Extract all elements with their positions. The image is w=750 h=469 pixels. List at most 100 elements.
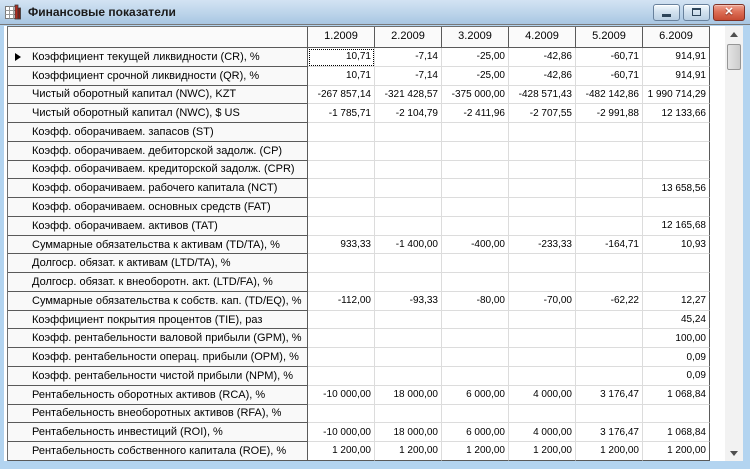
value-cell[interactable]: -62,22 xyxy=(576,291,643,311)
value-cell[interactable]: -42,86 xyxy=(509,48,576,67)
row-label[interactable]: Коэфф. оборачиваем. рабочего капитала (N… xyxy=(8,179,308,199)
row-label[interactable]: Рентабельность собственного капитала (RO… xyxy=(8,442,308,461)
row-label[interactable]: Коэфф. рентабельности валовой прибыли (G… xyxy=(8,329,308,349)
value-cell[interactable]: 0,09 xyxy=(643,367,710,386)
value-cell[interactable] xyxy=(509,310,576,330)
value-cell[interactable] xyxy=(509,160,576,180)
value-cell[interactable] xyxy=(308,329,375,349)
value-cell[interactable] xyxy=(643,160,710,180)
value-cell[interactable] xyxy=(576,254,643,274)
value-cell[interactable] xyxy=(375,367,442,386)
titlebar[interactable]: Финансовые показатели ✕ xyxy=(0,0,750,25)
value-cell[interactable] xyxy=(509,198,576,217)
value-cell[interactable] xyxy=(576,179,643,199)
value-cell[interactable] xyxy=(576,310,643,330)
value-cell[interactable]: -10 000,00 xyxy=(308,385,375,405)
value-cell[interactable] xyxy=(509,179,576,199)
value-cell[interactable]: -1 400,00 xyxy=(375,235,442,255)
value-cell[interactable]: -25,00 xyxy=(442,48,509,67)
value-cell[interactable]: 10,93 xyxy=(643,235,710,255)
row-label[interactable]: Коэффициент текущей ликвидности (CR), % xyxy=(8,48,308,67)
value-cell[interactable]: -1 785,71 xyxy=(308,104,375,124)
column-header[interactable]: 5.2009 xyxy=(576,27,643,48)
value-cell[interactable] xyxy=(308,273,375,292)
value-cell[interactable]: -42,86 xyxy=(509,66,576,86)
value-cell[interactable] xyxy=(308,404,375,424)
value-cell[interactable]: -233,33 xyxy=(509,235,576,255)
row-label[interactable]: Коэффициент покрытия процентов (TIE), ра… xyxy=(8,310,308,330)
value-cell[interactable]: 100,00 xyxy=(643,329,710,349)
value-cell[interactable] xyxy=(509,329,576,349)
value-cell[interactable] xyxy=(442,404,509,424)
value-cell[interactable] xyxy=(509,141,576,161)
row-label[interactable]: Долгоср. обязат. к внеоборотн. акт. (LTD… xyxy=(8,273,308,292)
value-cell[interactable]: 12 165,68 xyxy=(643,216,710,236)
row-label[interactable]: Коэфф. рентабельности чистой прибыли (NP… xyxy=(8,367,308,386)
value-cell[interactable] xyxy=(643,404,710,424)
row-label[interactable]: Суммарные обязательства к активам (TD/TA… xyxy=(8,235,308,255)
row-label[interactable]: Коэфф. оборачиваем. основных средств (FA… xyxy=(8,198,308,217)
value-cell[interactable]: -2 411,96 xyxy=(442,104,509,124)
value-cell[interactable]: 10,71 xyxy=(308,48,375,67)
value-cell[interactable]: -2 707,55 xyxy=(509,104,576,124)
value-cell[interactable]: 914,91 xyxy=(643,48,710,67)
row-label[interactable]: Чистый оборотный капитал (NWC), KZT xyxy=(8,85,308,105)
column-header[interactable]: 2.2009 xyxy=(375,27,442,48)
value-cell[interactable]: -267 857,14 xyxy=(308,85,375,105)
value-cell[interactable]: -70,00 xyxy=(509,291,576,311)
value-cell[interactable] xyxy=(442,141,509,161)
scrollbar-thumb[interactable] xyxy=(727,44,741,70)
value-cell[interactable] xyxy=(375,160,442,180)
value-cell[interactable] xyxy=(576,198,643,217)
value-cell[interactable]: -2 104,79 xyxy=(375,104,442,124)
value-cell[interactable] xyxy=(442,273,509,292)
value-cell[interactable] xyxy=(375,141,442,161)
column-header[interactable]: 1.2009 xyxy=(308,27,375,48)
value-cell[interactable]: -93,33 xyxy=(375,291,442,311)
value-cell[interactable] xyxy=(308,367,375,386)
value-cell[interactable] xyxy=(375,348,442,368)
value-cell[interactable]: -25,00 xyxy=(442,66,509,86)
row-label[interactable]: Коэфф. оборачиваем. запасов (ST) xyxy=(8,123,308,142)
row-label[interactable]: Коэфф. оборачиваем. активов (TAT) xyxy=(8,216,308,236)
value-cell[interactable]: 12 133,66 xyxy=(643,104,710,124)
value-cell[interactable]: 0,09 xyxy=(643,348,710,368)
value-cell[interactable] xyxy=(308,310,375,330)
value-cell[interactable]: -60,71 xyxy=(576,48,643,67)
row-label[interactable]: Чистый оборотный капитал (NWC), $ US xyxy=(8,104,308,124)
value-cell[interactable] xyxy=(576,404,643,424)
value-cell[interactable] xyxy=(509,404,576,424)
maximize-button[interactable] xyxy=(683,3,710,21)
value-cell[interactable]: -80,00 xyxy=(442,291,509,311)
value-cell[interactable]: 4 000,00 xyxy=(509,423,576,443)
value-cell[interactable]: 12,27 xyxy=(643,291,710,311)
value-cell[interactable] xyxy=(308,141,375,161)
value-cell[interactable] xyxy=(375,179,442,199)
value-cell[interactable] xyxy=(375,216,442,236)
row-label[interactable]: Долгоср. обязат. к активам (LTD/TA), % xyxy=(8,254,308,274)
value-cell[interactable]: 6 000,00 xyxy=(442,385,509,405)
row-label[interactable]: Рентабельность оборотных активов (RCA), … xyxy=(8,385,308,405)
scroll-up-button[interactable] xyxy=(725,26,743,42)
value-cell[interactable] xyxy=(509,273,576,292)
value-cell[interactable] xyxy=(308,179,375,199)
column-header[interactable]: 6.2009 xyxy=(643,27,710,48)
value-cell[interactable] xyxy=(442,310,509,330)
value-cell[interactable] xyxy=(375,404,442,424)
value-cell[interactable] xyxy=(375,198,442,217)
value-cell[interactable]: 45,24 xyxy=(643,310,710,330)
value-cell[interactable]: -321 428,57 xyxy=(375,85,442,105)
value-cell[interactable] xyxy=(375,254,442,274)
close-button[interactable]: ✕ xyxy=(713,3,745,21)
value-cell[interactable] xyxy=(375,273,442,292)
value-cell[interactable]: -375 000,00 xyxy=(442,85,509,105)
value-cell[interactable]: 13 658,56 xyxy=(643,179,710,199)
value-cell[interactable] xyxy=(442,198,509,217)
row-label[interactable]: Коэфф. рентабельности операц. прибыли (O… xyxy=(8,348,308,368)
value-cell[interactable]: 1 990 714,29 xyxy=(643,85,710,105)
value-cell[interactable] xyxy=(576,216,643,236)
row-label[interactable]: Рентабельность инвестиций (ROI), % xyxy=(8,423,308,443)
value-cell[interactable] xyxy=(576,348,643,368)
value-cell[interactable]: 1 200,00 xyxy=(509,442,576,461)
column-header[interactable]: 3.2009 xyxy=(442,27,509,48)
